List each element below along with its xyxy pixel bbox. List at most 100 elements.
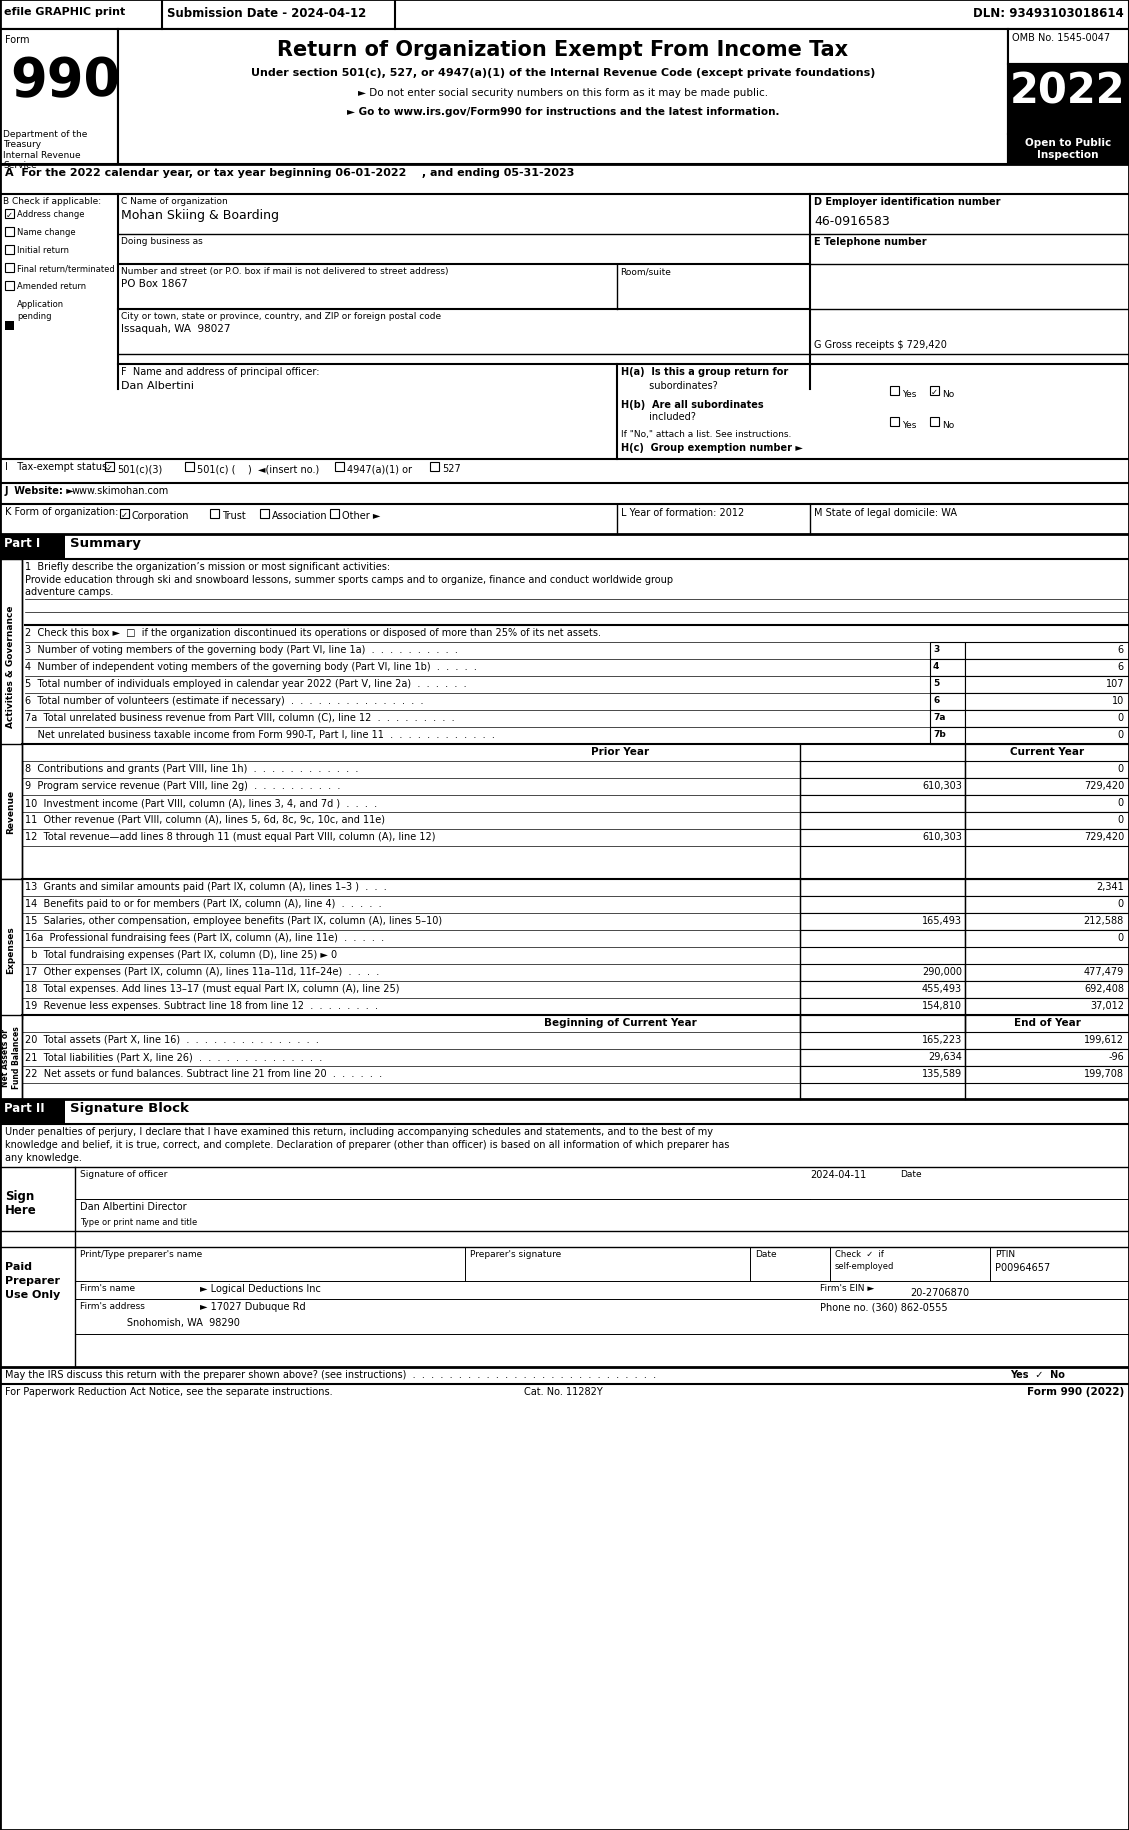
Text: 0: 0 [1118, 899, 1124, 908]
Bar [5, 322, 14, 331]
Text: Use Only: Use Only [5, 1290, 60, 1299]
Bar [965, 642, 1129, 659]
Text: 0: 0 [1118, 712, 1124, 723]
Text: 501(c)(3): 501(c)(3) [117, 463, 163, 474]
Bar [800, 897, 965, 913]
Text: Open to Public
Inspection: Open to Public Inspection [1025, 137, 1111, 159]
Text: 0: 0 [1118, 763, 1124, 774]
Bar [0, 1168, 75, 1248]
Bar [21, 745, 930, 761]
Bar [330, 511, 339, 518]
Bar [1008, 135, 1129, 165]
Text: 692,408: 692,408 [1084, 983, 1124, 994]
Bar [965, 761, 1129, 778]
Bar [965, 813, 1129, 829]
Text: 165,493: 165,493 [922, 915, 962, 926]
Bar [930, 694, 965, 710]
Bar [800, 964, 965, 981]
Text: B Check if applicable:: B Check if applicable: [3, 198, 102, 207]
Text: 455,493: 455,493 [922, 983, 962, 994]
Text: Association: Association [272, 511, 327, 522]
Text: 729,420: 729,420 [1084, 781, 1124, 791]
Bar [965, 829, 1129, 847]
Text: PTIN: PTIN [995, 1250, 1015, 1259]
Bar [800, 829, 965, 847]
Bar [0, 29, 119, 165]
Text: ◄(insert no.): ◄(insert no.) [259, 463, 320, 474]
Text: 15  Salaries, other compensation, employee benefits (Part IX, column (A), lines : 15 Salaries, other compensation, employe… [25, 915, 443, 926]
Text: H(c)  Group exemption number ►: H(c) Group exemption number ► [621, 443, 803, 452]
Text: Address change: Address change [17, 210, 85, 220]
Bar [5, 210, 14, 220]
Text: pending: pending [17, 311, 52, 320]
Text: City or town, state or province, country, and ZIP or foreign postal code: City or town, state or province, country… [121, 311, 441, 320]
Text: 2,341: 2,341 [1096, 882, 1124, 891]
Text: Beginning of Current Year: Beginning of Current Year [544, 1017, 697, 1027]
Text: 2  Check this box ►  □  if the organization discontinued its operations or dispo: 2 Check this box ► □ if the organization… [25, 628, 601, 637]
Text: 8  Contributions and grants (Part VIII, line 1h)  .  .  .  .  .  .  .  .  .  .  : 8 Contributions and grants (Part VIII, l… [25, 763, 358, 774]
Bar [0, 1016, 21, 1100]
Text: Part II: Part II [5, 1102, 45, 1114]
Bar [0, 560, 21, 774]
Text: P00964657: P00964657 [995, 1263, 1050, 1272]
Text: 13  Grants and similar amounts paid (Part IX, column (A), lines 1–3 )  .  .  .: 13 Grants and similar amounts paid (Part… [25, 882, 387, 891]
Text: Mohan Skiing & Boarding: Mohan Skiing & Boarding [121, 209, 279, 221]
Text: 199,708: 199,708 [1084, 1069, 1124, 1078]
Text: Number and street (or P.O. box if mail is not delivered to street address): Number and street (or P.O. box if mail i… [121, 267, 448, 276]
Bar [185, 463, 194, 472]
Text: 135,589: 135,589 [922, 1069, 962, 1078]
Bar [890, 417, 899, 426]
Text: adventure camps.: adventure camps. [25, 587, 113, 597]
Text: If "No," attach a list. See instructions.: If "No," attach a list. See instructions… [621, 430, 791, 439]
Text: 0: 0 [1118, 933, 1124, 942]
Text: 29,634: 29,634 [928, 1052, 962, 1061]
Bar [930, 417, 939, 426]
Bar [930, 728, 965, 745]
Text: Final return/terminated: Final return/terminated [17, 264, 115, 273]
Text: Date: Date [900, 1169, 921, 1179]
Text: 4  Number of independent voting members of the governing body (Part VI, line 1b): 4 Number of independent voting members o… [25, 662, 476, 672]
Bar [965, 930, 1129, 948]
Bar [965, 897, 1129, 913]
Bar [965, 981, 1129, 999]
Bar [105, 463, 114, 472]
Text: C Name of organization: C Name of organization [121, 198, 228, 207]
Text: Yes: Yes [902, 390, 917, 399]
Bar [930, 642, 965, 659]
Bar [800, 796, 965, 813]
Text: 5: 5 [933, 679, 939, 688]
Bar [0, 1100, 65, 1124]
Text: 199,612: 199,612 [1084, 1034, 1124, 1045]
Text: 12  Total revenue—add lines 8 through 11 (must equal Part VIII, column (A), line: 12 Total revenue—add lines 8 through 11 … [25, 831, 436, 842]
Text: Signature Block: Signature Block [70, 1102, 189, 1114]
Text: Provide education through ski and snowboard lessons, summer sports camps and to : Provide education through ski and snowbo… [25, 575, 673, 584]
Text: Prior Year: Prior Year [590, 747, 649, 756]
Bar [800, 1067, 965, 1083]
Text: Yes: Yes [902, 421, 917, 430]
Bar [430, 463, 439, 472]
Text: Application: Application [17, 300, 64, 309]
Bar [965, 1032, 1129, 1049]
Text: Yes  ✓  No: Yes ✓ No [1010, 1369, 1065, 1380]
Text: 7a  Total unrelated business revenue from Part VIII, column (C), line 12  .  .  : 7a Total unrelated business revenue from… [25, 712, 455, 723]
Text: Net unrelated business taxable income from Form 990-T, Part I, line 11  .  .  . : Net unrelated business taxable income fr… [25, 730, 495, 739]
Text: 2024-04-11: 2024-04-11 [809, 1169, 866, 1179]
Text: Form 990 (2022): Form 990 (2022) [1026, 1387, 1124, 1396]
Text: 5  Total number of individuals employed in calendar year 2022 (Part V, line 2a) : 5 Total number of individuals employed i… [25, 679, 466, 688]
Bar [800, 880, 965, 897]
Text: K Form of organization:: K Form of organization: [5, 507, 119, 516]
Text: 527: 527 [441, 463, 461, 474]
Text: ► Do not enter social security numbers on this form as it may be made public.: ► Do not enter social security numbers o… [358, 88, 768, 99]
Bar [800, 999, 965, 1016]
Text: 10: 10 [1112, 695, 1124, 706]
Text: Submission Date - 2024-04-12: Submission Date - 2024-04-12 [167, 7, 366, 20]
Text: Dan Albertini Director: Dan Albertini Director [80, 1200, 186, 1211]
Text: No: No [942, 390, 954, 399]
Text: 18  Total expenses. Add lines 13–17 (must equal Part IX, column (A), line 25): 18 Total expenses. Add lines 13–17 (must… [25, 983, 400, 994]
Text: Amended return: Amended return [17, 282, 86, 291]
Bar [965, 728, 1129, 745]
Text: 0: 0 [1118, 798, 1124, 807]
Text: Return of Organization Exempt From Income Tax: Return of Organization Exempt From Incom… [278, 40, 849, 60]
Text: 154,810: 154,810 [922, 1001, 962, 1010]
Text: 3: 3 [933, 644, 939, 653]
